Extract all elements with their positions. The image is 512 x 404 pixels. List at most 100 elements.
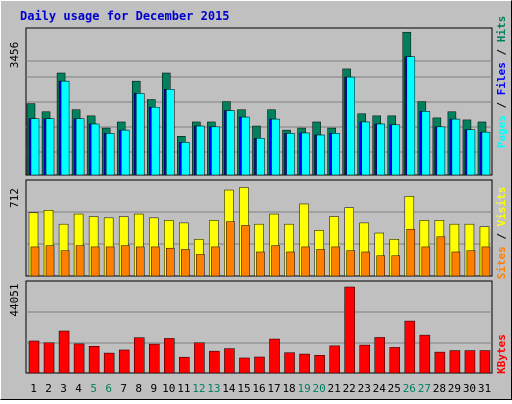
kbytes-bar [118, 349, 130, 374]
x-tick-label: 9 [150, 382, 157, 395]
kbytes-bar [479, 350, 491, 374]
kbytes-bar [103, 352, 115, 374]
x-tick-label: 13 [207, 382, 220, 395]
visits-axis-title-part: Sites [495, 246, 508, 279]
pages-bar [376, 123, 385, 176]
sites-bar [361, 251, 370, 277]
pages-bar [181, 142, 190, 176]
pages-bar [90, 123, 100, 176]
pages-bar [120, 129, 130, 176]
sites-bar [466, 250, 476, 277]
kbytes-bar [88, 346, 100, 374]
sites-bar [346, 250, 355, 277]
sites-bar [120, 245, 130, 277]
sites-bar [301, 246, 310, 277]
visits-axis-title: Sites / Visits [495, 187, 508, 280]
sites-bar [90, 246, 100, 277]
pages-bar [226, 110, 235, 176]
hits-axis-title-part: Files [495, 62, 508, 95]
sites-bar [421, 246, 431, 277]
hits-axis-title-part: / [495, 95, 508, 115]
kbytes-bar [194, 342, 205, 374]
x-tick-label: 16 [252, 382, 265, 395]
kbytes-bar [344, 286, 355, 374]
sites-bar [181, 249, 190, 277]
x-tick-label: 4 [75, 382, 82, 395]
pages-bar [105, 133, 115, 176]
kbytes-bar [299, 353, 310, 374]
pages-bar [60, 80, 70, 176]
kbytes-bar [374, 337, 385, 374]
kbytes-bar [224, 348, 235, 374]
sites-bar [376, 255, 385, 277]
sites-bar [226, 221, 235, 277]
x-tick-label: 17 [267, 382, 280, 395]
visits-axis-title-part: / [495, 226, 508, 246]
x-tick-label: 7 [120, 382, 127, 395]
sites-bar [271, 245, 280, 277]
pages-bar [481, 131, 491, 176]
pages-bar [135, 93, 145, 176]
x-tick-label: 2 [45, 382, 52, 395]
kbytes-bar [254, 356, 265, 374]
kbytes-bar [239, 357, 250, 374]
pages-bar [256, 138, 265, 176]
pages-bar [436, 126, 446, 176]
sites-bar [151, 246, 160, 277]
sites-bar [196, 254, 205, 277]
x-tick-label: 6 [105, 382, 112, 395]
x-tick-label: 21 [328, 382, 341, 395]
x-tick-label: 23 [358, 382, 371, 395]
pages-bar [451, 118, 461, 176]
kbytes-bar [73, 343, 85, 374]
x-tick-label: 11 [177, 382, 190, 395]
kbytes-bar [269, 338, 280, 374]
sites-bar [30, 246, 40, 277]
kbytes-bar [284, 352, 295, 374]
x-tick-label: 27 [418, 382, 431, 395]
sites-bar [256, 251, 265, 277]
sites-bar [451, 251, 461, 277]
kbytes-bar [464, 350, 476, 374]
x-tick-label: 20 [313, 382, 326, 395]
hits-axis-title-part: Hits [495, 16, 508, 43]
pages-bar [241, 116, 250, 176]
sites-bar [316, 249, 325, 277]
pages-bar [346, 76, 355, 176]
pages-bar [466, 129, 476, 176]
x-tick-label: 30 [463, 382, 476, 395]
pages-bar [406, 56, 416, 176]
sites-bar [45, 245, 55, 277]
x-tick-label: 25 [388, 382, 401, 395]
sites-bar [60, 250, 70, 277]
pages-bar [391, 124, 401, 176]
x-tick-label: 3 [60, 382, 67, 395]
kbytes-axis-title: KBytes [495, 334, 508, 374]
kbytes-bar [314, 354, 325, 374]
sites-bar [135, 246, 145, 277]
x-tick-label: 28 [433, 382, 446, 395]
kbytes-bar [419, 334, 431, 374]
x-tick-label: 8 [135, 382, 142, 395]
hits-axis-title-part: Pages [495, 115, 508, 148]
ymax-label-kbytes: 44051 [8, 283, 21, 316]
ymax-label-hits: 3456 [8, 42, 21, 69]
sites-bar [241, 225, 250, 277]
pages-bar [301, 132, 310, 176]
x-tick-label: 31 [478, 382, 491, 395]
sites-bar [75, 245, 85, 277]
ymax-label-visits: 712 [8, 188, 21, 208]
pages-bar [331, 133, 340, 176]
pages-bar [271, 118, 280, 176]
x-tick-label: 1 [30, 382, 37, 395]
kbytes-bar [434, 351, 446, 374]
x-tick-label: 29 [448, 382, 461, 395]
kbytes-bar [389, 347, 401, 374]
kbytes-axis-title-part: KBytes [495, 334, 508, 374]
sites-bar [406, 228, 416, 277]
kbytes-bar [164, 338, 175, 374]
x-tick-label: 24 [373, 382, 387, 395]
